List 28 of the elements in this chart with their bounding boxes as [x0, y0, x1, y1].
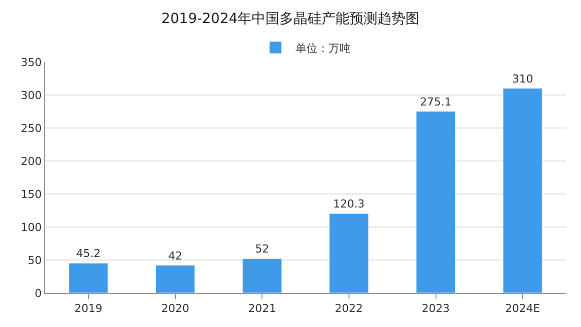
x-tick-label: 2021: [248, 302, 276, 316]
x-tick-label: 2024E: [505, 302, 540, 316]
data-label: 120.3: [333, 198, 365, 211]
bar: [502, 88, 542, 293]
chart-title: 2019-2024年中国多晶硅产能预测趋势图: [161, 10, 420, 27]
data-label: 52: [255, 242, 270, 256]
bar: [329, 213, 369, 293]
y-tick-label: 300: [20, 88, 42, 102]
y-tick-label: 0: [34, 286, 42, 300]
y-tick-label: 350: [20, 56, 42, 69]
data-label: 42: [168, 249, 182, 262]
bar: [416, 111, 456, 293]
y-tick-label: 250: [20, 122, 42, 135]
bar: [155, 265, 196, 293]
data-label: 310: [512, 72, 534, 86]
y-tick-label: 150: [20, 188, 42, 201]
legend-label: 单位：万吨: [296, 42, 350, 55]
y-tick-label: 200: [20, 154, 42, 168]
y-tick-label: 100: [20, 220, 42, 234]
data-label: 275.1: [420, 95, 452, 108]
bar: [68, 262, 108, 293]
y-tick-label: 50: [28, 254, 42, 267]
x-tick-label: 2019: [74, 302, 102, 316]
data-label: 45.2: [76, 247, 101, 260]
x-tick-label: 2023: [422, 302, 450, 316]
bar: [242, 258, 282, 293]
x-tick-label: 2020: [161, 302, 190, 316]
x-tick-label: 2022: [334, 302, 363, 316]
